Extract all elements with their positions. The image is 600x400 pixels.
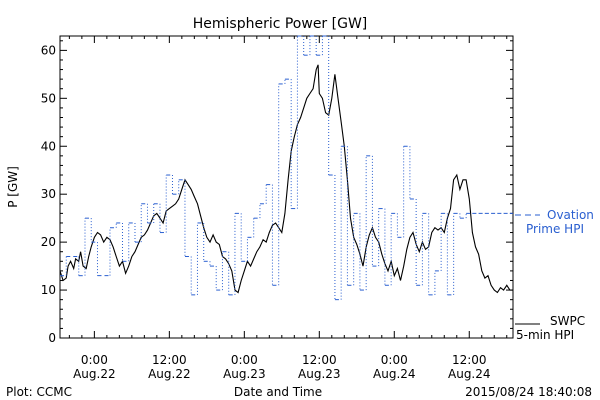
x-tick-date-label: Aug.24 — [448, 367, 491, 381]
plot-frame — [59, 35, 514, 339]
y-tick-label: 50 — [41, 91, 56, 105]
y-tick-label: 60 — [41, 43, 56, 57]
y-axis-label: P [GW] — [6, 166, 20, 208]
x-tick-date-label: Aug.22 — [148, 367, 191, 381]
series-ovation-prime — [60, 35, 513, 301]
x-tick-time-label: 12:00 — [302, 353, 337, 367]
x-axis-label: Date and Time — [234, 385, 322, 399]
legend-swpc-label-1: SWPC — [550, 314, 585, 328]
footer-credit: Plot: CCMC — [6, 385, 72, 399]
plot-area — [59, 35, 514, 339]
series-layer — [59, 35, 513, 301]
x-tick-time-label: 12:00 — [152, 353, 187, 367]
legend: Ovation Prime HPI SWPC 5-min HPI — [515, 208, 594, 342]
x-axis: 0:00Aug.2212:00Aug.220:00Aug.2312:00Aug.… — [68, 36, 508, 381]
y-tick-label: 40 — [41, 139, 56, 153]
x-tick-time-label: 0:00 — [381, 353, 408, 367]
legend-ovation-label-2: Prime HPI — [526, 222, 584, 236]
x-tick-date-label: Aug.23 — [223, 367, 266, 381]
x-tick-time-label: 0:00 — [231, 353, 258, 367]
x-tick-date-label: Aug.24 — [373, 367, 416, 381]
y-tick-label: 20 — [41, 235, 56, 249]
y-tick-label: 0 — [48, 331, 56, 345]
y-tick-label: 10 — [41, 283, 56, 297]
chart-title: Hemispheric Power [GW] — [193, 16, 368, 32]
legend-ovation-label-1: Ovation — [547, 208, 594, 222]
x-tick-time-label: 12:00 — [452, 353, 487, 367]
y-axis: 0 10 20 30 40 50 60 — [41, 40, 513, 345]
legend-swpc-label-2: 5-min HPI — [516, 328, 574, 342]
x-tick-time-label: 0:00 — [81, 353, 108, 367]
series-swpc-hpi — [59, 64, 513, 294]
x-tick-date-label: Aug.22 — [73, 367, 116, 381]
x-tick-date-label: Aug.23 — [298, 367, 341, 381]
footer-timestamp: 2015/08/24 18:40:08 — [465, 385, 592, 399]
y-tick-label: 30 — [41, 187, 56, 201]
